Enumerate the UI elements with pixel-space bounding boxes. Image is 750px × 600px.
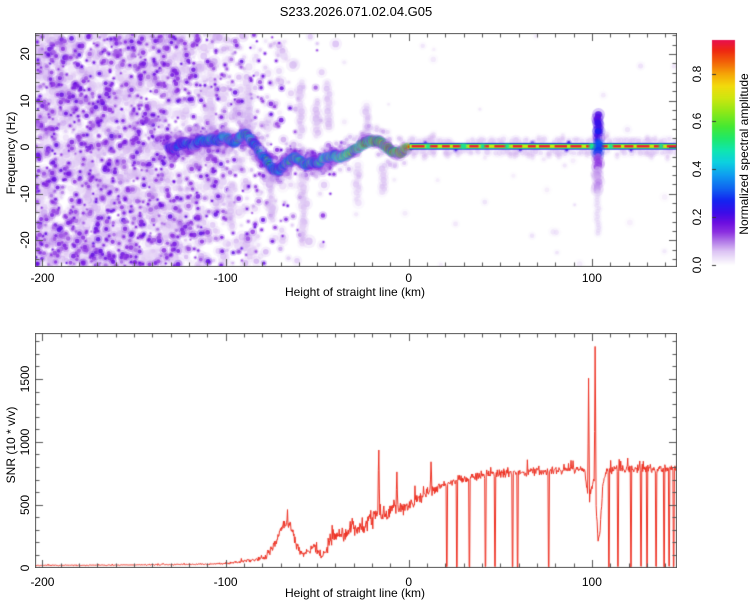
spectrogram-y-tick-label: -20 — [18, 231, 32, 250]
spectrogram-canvas — [35, 33, 677, 267]
colorbar-tick-label: 0.6 — [690, 113, 704, 130]
spectrogram-x-tick-label: 0 — [405, 271, 413, 285]
snr-yaxis-title: SNR (10 * v/v) — [4, 406, 18, 484]
snr-y-tick-label: 500 — [18, 494, 32, 515]
colorbar-tick-label: 0.2 — [690, 208, 704, 226]
spectrogram-xaxis-title: Height of straight line (km) — [284, 285, 426, 299]
snr-y-tick-label: 1500 — [18, 365, 32, 393]
spectrogram-x-tick-label: -200 — [30, 271, 55, 285]
figure-title: S233.2026.071.02.04.G05 — [279, 4, 433, 19]
snr-canvas — [35, 333, 677, 568]
colorbar-tick-label: 0.8 — [690, 65, 704, 82]
spectrogram-x-tick-label: 100 — [581, 271, 602, 285]
spectrogram-yaxis-title: Frequency (Hz) — [4, 111, 18, 195]
snr-y-tick-label: 1000 — [18, 428, 32, 456]
snr-x-tick-label: 0 — [405, 575, 413, 589]
snr-x-tick-label: -100 — [213, 575, 238, 589]
spectrogram-y-tick-label: 20 — [18, 47, 32, 61]
spectrogram-y-tick-label: -10 — [18, 185, 32, 203]
snr-xaxis-title: Height of straight line (km) — [284, 586, 426, 600]
spectrogram-y-tick-label: 0 — [18, 143, 32, 151]
spectrogram-y-tick-label: 10 — [18, 93, 32, 108]
colorbar-title: Normalized spectral amplitude — [737, 73, 750, 235]
snr-y-tick-label: 0 — [18, 564, 32, 571]
spectrogram-x-tick-label: -100 — [213, 271, 238, 285]
colorbar-tick-label: 0.0 — [690, 256, 704, 274]
colorbar-tick-label: 0.4 — [690, 160, 704, 178]
snr-x-tick-label: 100 — [581, 575, 602, 589]
snr-x-tick-label: -200 — [30, 575, 55, 589]
colorbar-canvas — [710, 38, 738, 268]
